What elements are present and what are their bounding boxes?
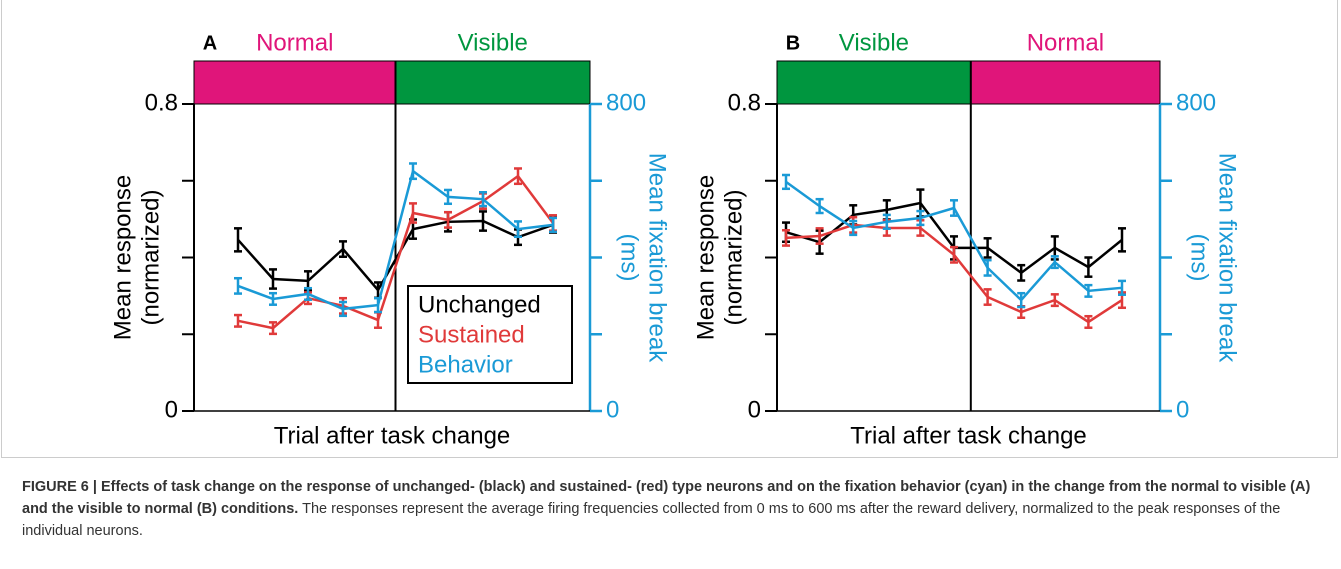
error-bar: [916, 209, 925, 227]
error-bar: [339, 240, 347, 258]
caption-bold: FIGURE 6 | Effects of task change on the…: [22, 479, 1311, 517]
x-axis-label: Trial after task change: [274, 422, 511, 449]
error-bar: [479, 210, 487, 232]
y2-axis-label: (ms): [1186, 234, 1213, 282]
error-bar: [514, 167, 522, 186]
error-bar: [234, 276, 242, 295]
y2-tick-label: 800: [606, 89, 646, 116]
error-bar: [983, 258, 992, 277]
error-bar: [983, 237, 992, 259]
error-bar: [514, 220, 522, 239]
error-bar: [1118, 227, 1126, 253]
y2-tick-label: 0: [606, 396, 619, 423]
error-bar: [882, 213, 891, 230]
legend-entry: Behavior: [418, 351, 513, 378]
condition-label: Normal: [1027, 29, 1104, 56]
y-tick-label: 0: [748, 396, 761, 423]
error-bar: [1084, 256, 1093, 278]
y-tick-label: 0.8: [728, 89, 761, 116]
error-bar: [1017, 263, 1026, 282]
condition-label: Normal: [256, 29, 333, 56]
error-bar: [950, 199, 958, 217]
error-bar: [234, 227, 242, 253]
error-bar: [444, 188, 452, 206]
error-bar: [815, 227, 824, 245]
error-bar: [479, 191, 487, 208]
y-axis-label: (normarized): [137, 189, 164, 325]
condition-label: Visible: [839, 29, 909, 56]
y2-axis-label: Mean fixation break: [1214, 153, 1241, 363]
error-bar: [409, 162, 417, 181]
series-line: [237, 169, 554, 311]
legend-entry: Unchanged: [418, 291, 541, 318]
caption-text: The responses represent the average firi…: [22, 501, 1281, 539]
error-bar: [234, 313, 242, 328]
error-bar: [409, 202, 417, 224]
legend-entry: Sustained: [418, 321, 525, 348]
series-line: [237, 219, 554, 293]
error-bar: [1050, 293, 1059, 308]
error-bar: [1118, 279, 1126, 296]
y-axis-label: Mean response: [109, 175, 136, 340]
error-bar: [815, 197, 824, 215]
error-bar: [849, 219, 858, 237]
error-bar: [549, 216, 557, 234]
error-bar: [269, 321, 277, 336]
error-bar: [339, 300, 347, 318]
panel-label: A: [203, 32, 217, 54]
condition-band: [970, 60, 1161, 105]
error-bar: [444, 210, 452, 229]
legend-box: [407, 285, 573, 384]
y-axis-label: Mean response: [692, 175, 719, 340]
error-bar: [782, 173, 790, 191]
error-bar: [374, 296, 382, 314]
y-tick-label: 0: [165, 396, 178, 423]
error-bar: [782, 229, 790, 247]
y2-tick-label: 800: [1176, 89, 1216, 116]
error-bar: [269, 291, 277, 306]
y2-axis-label: (ms): [616, 234, 643, 282]
caption: FIGURE 6 | Effects of task change on the…: [22, 476, 1322, 542]
y2-tick-label: 0: [1176, 396, 1189, 423]
error-bar: [269, 268, 277, 290]
error-bar: [950, 245, 958, 264]
condition-label: Visible: [458, 29, 528, 56]
error-bar: [304, 286, 312, 301]
error-bar: [1084, 314, 1093, 329]
panel-label: B: [786, 32, 800, 54]
x-axis-label: Trial after task change: [850, 422, 1087, 449]
error-bar: [1084, 283, 1093, 298]
y-axis-label: (normarized): [720, 189, 747, 325]
y-tick-label: 0.8: [145, 89, 178, 116]
error-bar: [1050, 255, 1059, 270]
condition-band: [193, 60, 396, 105]
condition-band: [395, 60, 591, 105]
y2-axis-label: Mean fixation break: [644, 153, 671, 363]
error-bar: [1017, 291, 1026, 309]
condition-band: [776, 60, 972, 105]
series-line: [237, 174, 555, 330]
error-bar: [983, 288, 992, 306]
figure-frame: [1, 0, 1338, 458]
